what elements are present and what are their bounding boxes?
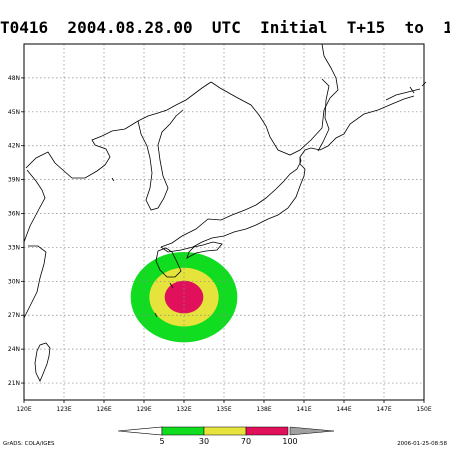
lat-tick-label: 39N [8,177,20,184]
lon-tick-label: 126E [96,406,111,413]
lon-tick-label: 147E [376,406,391,413]
lon-tick-label: 123E [56,406,71,413]
lon-tick-label: 132E [176,406,191,413]
colorbar-label: 30 [199,437,209,446]
lon-tick-label: 150E [416,406,431,413]
coast-kyushu [155,247,182,278]
credit-label: GrADS: COLA/IGES [3,441,55,447]
lon-tick-label: 138E [256,406,271,413]
timestamp-label: 2006-01-25-08:58 [397,441,447,447]
lat-tick-label: 24N [8,346,20,353]
coast-honshu [160,156,306,253]
coast-taiwan [34,342,51,382]
colorbar-label: 70 [241,437,251,446]
coast-hokkaido [299,81,427,170]
grid-lines [24,44,424,400]
colorbar-segment [203,426,247,436]
lat-tick-label: 30N [8,278,20,285]
colorbar-arrow-left [117,426,163,436]
axis-ticks: 120E 123E 126E 129E 132E 135E 138E 141E 144E 147E… [8,75,432,413]
coast-shikoku [186,241,223,259]
colorbar-segment [245,426,289,436]
coast-sakhalin [317,78,330,152]
lat-tick-label: 36N [8,211,20,218]
coast-china-south [23,245,47,319]
colorbar: 5 30 70 100 [117,426,335,446]
lon-tick-label: 120E [16,406,31,413]
lon-tick-label: 129E [136,406,151,413]
lat-tick-label: 45N [8,109,20,116]
coastlines [23,43,427,382]
map-title: T0416 2004.08.28.00 UTC Initial T+15 to … [0,18,450,37]
coast-china-korea [25,81,212,179]
lat-tick-label: 27N [8,312,20,319]
coast-islands [111,177,174,318]
lon-tick-label: 144E [336,406,351,413]
colorbar-label: 100 [282,437,297,446]
colorbar-segment [161,426,205,436]
colorbar-label: 5 [159,437,164,446]
lat-tick-label: 48N [8,75,20,82]
lon-tick-label: 141E [296,406,311,413]
colorbar-arrow-right [289,426,335,436]
coast-russia [210,43,339,156]
coast-china-east [23,169,46,243]
lon-tick-label: 135E [216,406,231,413]
lat-tick-label: 21N [8,380,20,387]
lat-tick-label: 33N [8,244,20,251]
lat-tick-label: 42N [8,143,20,150]
coast-korea-south [137,109,184,211]
